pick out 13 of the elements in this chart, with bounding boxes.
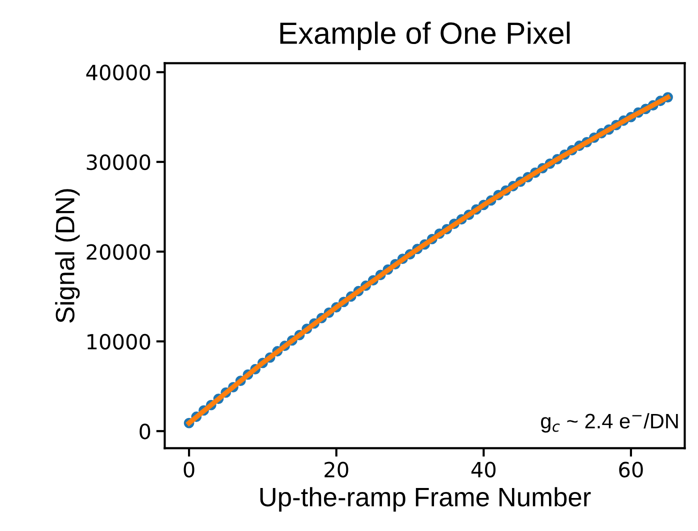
y-axis-title: Signal (DN) xyxy=(55,189,80,323)
y-tick-label: 20000 xyxy=(86,244,150,260)
annotation: g$_{c}$ ~ 2.4 e$^{−}$/DN xyxy=(541,413,678,433)
x-axis-title: Up-the-ramp Frame Number xyxy=(260,487,591,512)
chart-title: Example of One Pixel xyxy=(280,22,570,50)
x-tick-label: 60 xyxy=(619,462,643,478)
x-tick-label: 20 xyxy=(324,462,348,478)
y-tick-label: 0 xyxy=(140,424,150,440)
y-tick-label: 30000 xyxy=(86,154,150,170)
y-tick-label: 10000 xyxy=(88,334,150,350)
y-tick-label: 40000 xyxy=(86,64,150,80)
x-tick-label: 40 xyxy=(471,462,496,478)
x-tick-label: 0 xyxy=(184,462,194,478)
